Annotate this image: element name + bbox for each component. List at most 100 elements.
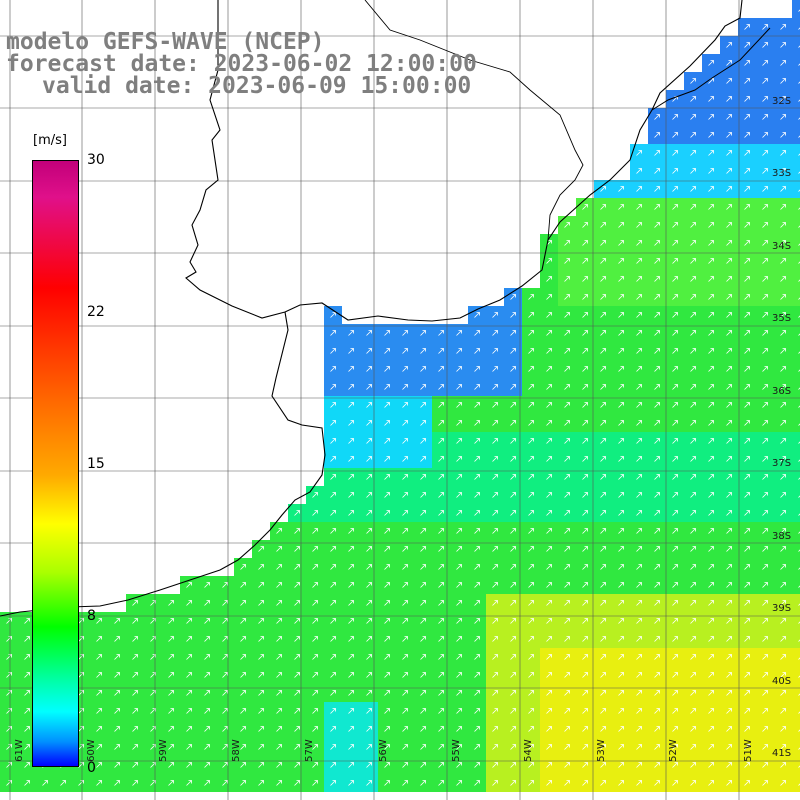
wind-arrow xyxy=(744,150,750,156)
wind-arrow xyxy=(474,330,480,336)
wind-cell xyxy=(792,108,800,126)
wind-arrow xyxy=(564,294,570,300)
wind-arrow xyxy=(744,582,750,588)
wind-arrow xyxy=(762,330,768,336)
wind-arrow xyxy=(690,330,696,336)
wind-arrow xyxy=(636,564,642,570)
wind-arrow xyxy=(510,420,516,426)
wind-arrow xyxy=(600,528,606,534)
wind-arrow xyxy=(726,726,732,732)
wind-arrow xyxy=(492,582,498,588)
wind-arrow xyxy=(402,654,408,660)
wind-arrow xyxy=(510,456,516,462)
wind-arrow xyxy=(636,708,642,714)
wind-arrow xyxy=(762,636,768,642)
wind-arrow xyxy=(420,348,426,354)
wind-arrow xyxy=(798,369,800,372)
wind-arrow xyxy=(672,150,678,156)
wind-arrow xyxy=(330,762,336,768)
wind-cell xyxy=(792,198,800,216)
wind-arrow xyxy=(240,564,246,570)
wind-arrow xyxy=(132,690,138,696)
wind-arrow xyxy=(672,672,678,678)
wind-arrow xyxy=(672,600,678,606)
wind-arrow xyxy=(618,546,624,552)
wind-arrow xyxy=(780,294,786,300)
wind-arrow xyxy=(744,348,750,354)
wind-arrow xyxy=(672,168,678,174)
wind-arrow xyxy=(600,762,606,768)
wind-arrow xyxy=(654,582,660,588)
wind-arrow xyxy=(636,726,642,732)
wind-arrow xyxy=(348,330,354,336)
wind-cell xyxy=(792,396,800,414)
wind-arrow xyxy=(798,711,800,714)
wind-arrow xyxy=(420,546,426,552)
wind-arrow xyxy=(438,708,444,714)
wind-arrow xyxy=(762,222,768,228)
wind-arrow xyxy=(708,60,714,66)
wind-arrow xyxy=(546,546,552,552)
wind-arrow xyxy=(726,708,732,714)
wind-arrow xyxy=(708,240,714,246)
wind-arrow xyxy=(726,96,732,102)
wind-arrow xyxy=(312,636,318,642)
wind-arrow xyxy=(402,600,408,606)
wind-arrow xyxy=(672,186,678,192)
wind-arrow xyxy=(348,582,354,588)
lon-label: 55W xyxy=(450,739,462,762)
wind-arrow xyxy=(402,690,408,696)
wind-arrow xyxy=(258,726,264,732)
wind-arrow xyxy=(744,420,750,426)
wind-arrow xyxy=(276,636,282,642)
wind-arrow xyxy=(690,528,696,534)
wind-arrow xyxy=(546,780,552,786)
wind-arrow xyxy=(690,582,696,588)
wind-arrow xyxy=(672,546,678,552)
wind-arrow xyxy=(672,312,678,318)
wind-cell xyxy=(792,504,800,522)
wind-arrow xyxy=(546,600,552,606)
wind-arrow xyxy=(600,618,606,624)
wind-arrow xyxy=(348,672,354,678)
wind-arrow xyxy=(690,132,696,138)
wind-arrow xyxy=(582,654,588,660)
wind-arrow xyxy=(654,492,660,498)
wind-arrow xyxy=(744,240,750,246)
wind-arrow xyxy=(438,528,444,534)
wind-arrow xyxy=(384,582,390,588)
wind-arrow xyxy=(222,708,228,714)
wind-arrow xyxy=(654,780,660,786)
wind-arrow xyxy=(762,654,768,660)
wind-arrow xyxy=(168,618,174,624)
wind-cell xyxy=(792,126,800,144)
wind-arrow xyxy=(672,618,678,624)
wind-arrow xyxy=(528,708,534,714)
coastline xyxy=(185,0,743,322)
wind-arrow xyxy=(456,330,462,336)
wind-arrow xyxy=(618,744,624,750)
wind-arrow xyxy=(798,657,800,660)
wind-arrow xyxy=(600,222,606,228)
wind-arrow xyxy=(672,420,678,426)
wind-arrow xyxy=(708,672,714,678)
wind-arrow xyxy=(528,762,534,768)
wind-arrow xyxy=(492,492,498,498)
wind-arrow xyxy=(348,636,354,642)
wind-arrow xyxy=(708,510,714,516)
wind-arrow xyxy=(546,438,552,444)
wind-arrow xyxy=(384,636,390,642)
wind-arrow xyxy=(366,474,372,480)
wind-arrow xyxy=(348,762,354,768)
wind-arrow xyxy=(96,780,102,786)
wind-arrow xyxy=(474,384,480,390)
wind-arrow xyxy=(618,186,624,192)
wind-arrow xyxy=(438,438,444,444)
wind-arrow xyxy=(240,726,246,732)
wind-arrow xyxy=(186,726,192,732)
wind-arrow xyxy=(618,564,624,570)
wind-arrow xyxy=(564,510,570,516)
wind-arrow xyxy=(6,762,12,768)
wind-arrow xyxy=(726,222,732,228)
lat-label: 39S xyxy=(772,603,792,614)
